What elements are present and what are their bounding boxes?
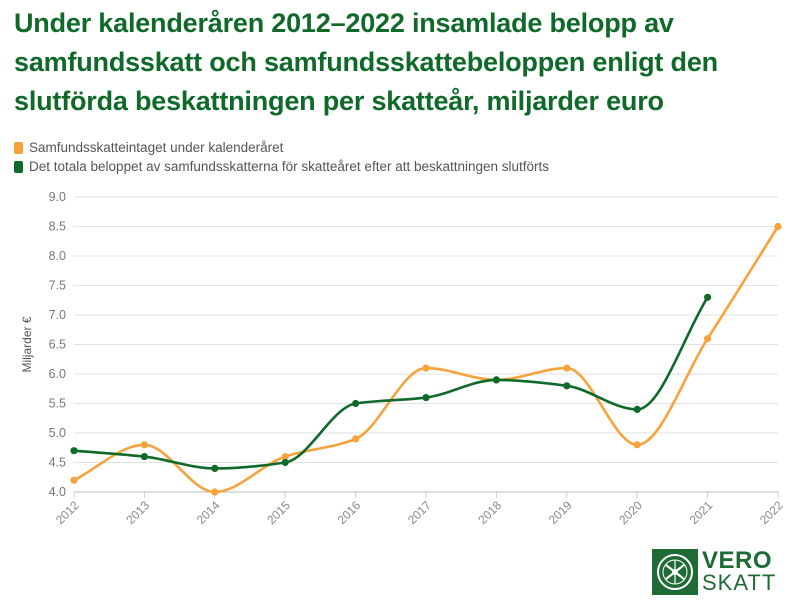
data-point-orange[interactable] [704, 335, 712, 343]
logo-wordmark: VERO SKATT [702, 547, 777, 595]
y-tick-label: 9.0 [49, 190, 66, 204]
logo-skatt: SKATT [702, 570, 777, 595]
legend-swatch-green [14, 160, 23, 173]
logo-vero: VERO [702, 547, 773, 574]
series-group [70, 222, 782, 496]
data-point-orange[interactable] [70, 476, 78, 484]
data-point-orange[interactable] [563, 364, 571, 372]
legend-item-green[interactable]: Det totala beloppet av samfundsskatterna… [14, 157, 549, 176]
legend-label-green: Det totala beloppet av samfundsskatterna… [29, 159, 550, 174]
x-tick-label: 2019 [546, 498, 575, 527]
x-tick-label: 2014 [194, 498, 223, 527]
x-tick-label: 2012 [53, 498, 82, 527]
y-tick-label: 8.0 [49, 249, 66, 263]
y-tick-label: 8.5 [49, 220, 66, 234]
gridlines [73, 196, 779, 498]
y-tick-label: 4.0 [49, 485, 66, 499]
data-point-green[interactable] [492, 376, 500, 384]
data-point-orange[interactable] [281, 453, 289, 461]
line-chart: 4.04.55.05.56.06.57.07.58.08.59.0 2012 20… [20, 190, 786, 527]
y-tick-label: 5.0 [49, 426, 66, 440]
y-tick-label: 6.0 [49, 367, 66, 381]
data-point-orange[interactable] [633, 441, 641, 449]
data-point-orange[interactable] [140, 441, 148, 449]
data-point-green[interactable] [211, 464, 219, 472]
x-tick-label: 2021 [687, 498, 716, 527]
data-point-green[interactable] [70, 447, 78, 455]
y-axis-label: Miljarder € [20, 316, 34, 372]
data-point-orange[interactable] [352, 435, 360, 443]
x-tick-label: 2015 [264, 498, 293, 527]
data-point-green[interactable] [563, 382, 571, 390]
x-tick-labels: 2012 2013 2014 2015 2016 2017 2018 2019 2020 2021… [53, 498, 786, 527]
legend: Samfundsskatteintaget under kalenderåret… [14, 138, 549, 176]
x-tick-label: 2017 [405, 498, 434, 527]
x-tick-label: 2013 [123, 498, 152, 527]
x-tick-label: 2020 [616, 498, 645, 527]
data-point-orange[interactable] [422, 364, 430, 372]
x-tick-label: 2022 [757, 498, 786, 527]
vero-skatt-logo: VERO SKATT [652, 549, 788, 595]
x-tick-label: 2018 [475, 498, 504, 527]
data-point-green[interactable] [140, 453, 148, 461]
series-line-orange[interactable] [72, 225, 780, 494]
chart-title: Under kalenderåren 2012–2022 insamlade b… [14, 8, 718, 116]
legend-swatch-orange [14, 141, 23, 154]
legend-label-orange: Samfundsskatteintaget under kalenderåret [29, 140, 284, 155]
x-tick-label: 2016 [335, 498, 364, 527]
data-point-green[interactable] [422, 394, 430, 402]
y-tick-label: 7.5 [49, 279, 66, 293]
y-tick-label: 6.5 [49, 338, 66, 352]
data-point-green[interactable] [281, 458, 289, 467]
y-tick-label: 4.5 [49, 456, 66, 470]
y-tick-labels: 4.0 4.5 5.0 5.5 6.0 6.5 7.0 7.5 8.0 8.5 9.0 [49, 190, 66, 499]
data-point-green[interactable] [704, 293, 712, 301]
data-point-orange[interactable] [211, 488, 219, 496]
data-point-orange[interactable] [774, 222, 782, 231]
vero-emblem-icon [652, 549, 698, 595]
data-point-green[interactable] [352, 399, 360, 408]
legend-item-orange[interactable]: Samfundsskatteintaget under kalenderåret [14, 138, 549, 157]
y-tick-label: 7.0 [49, 308, 66, 322]
data-point-green[interactable] [633, 405, 641, 413]
y-tick-label: 5.5 [49, 397, 66, 411]
series-line-green[interactable] [72, 296, 709, 470]
